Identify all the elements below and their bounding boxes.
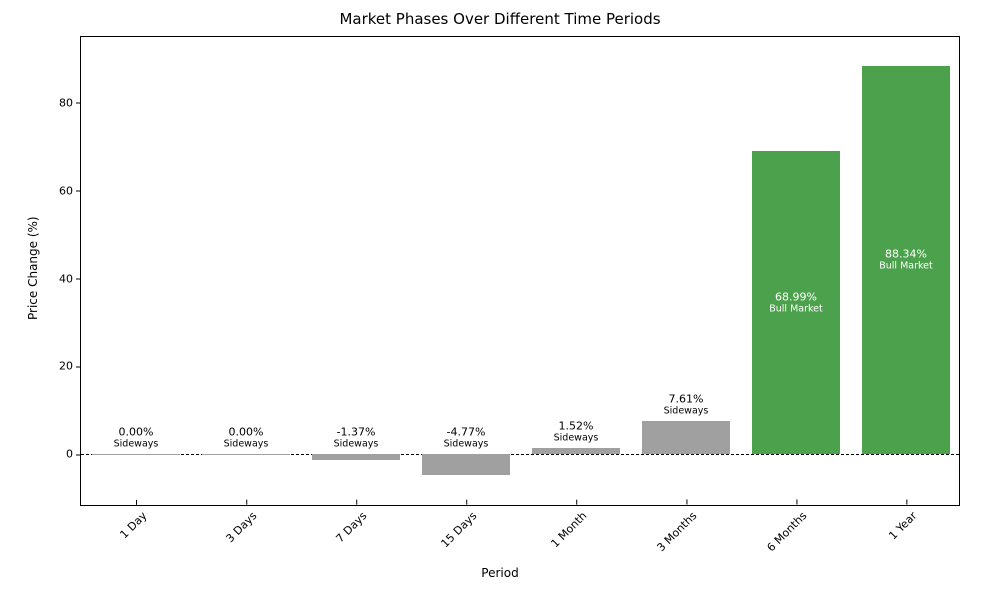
bar [422, 454, 510, 475]
bar-value-text: 88.34% [844, 248, 967, 261]
bar-annotation: 7.61%Sideways [624, 392, 747, 417]
bar-phase-text: Sideways [624, 405, 747, 416]
bar-annotation: -1.37%Sideways [294, 426, 417, 451]
bar-phase-text: Sideways [184, 439, 307, 450]
x-tick: 1 Month [544, 505, 589, 550]
bar-annotation: 0.00%Sideways [74, 426, 197, 451]
bar-phase-text: Sideways [74, 439, 197, 450]
y-axis-label: Price Change (%) [26, 216, 40, 320]
bar-annotation: 68.99%Bull Market [734, 290, 857, 315]
bar-phase-text: Bull Market [734, 304, 857, 315]
bar-annotation: 0.00%Sideways [184, 426, 307, 451]
y-tick: 60 [59, 184, 81, 197]
bar-annotation: 1.52%Sideways [514, 419, 637, 444]
bar-phase-text: Sideways [514, 432, 637, 443]
y-tick: 20 [59, 360, 81, 373]
bar [202, 454, 290, 455]
y-tick: 40 [59, 272, 81, 285]
bar [532, 448, 620, 455]
bar-phase-text: Sideways [294, 439, 417, 450]
x-tick: 3 Days [219, 505, 259, 545]
bar [642, 421, 730, 454]
axes-area: 0204060800.00%Sideways1 Day0.00%Sideways… [80, 36, 960, 506]
x-axis-label: Period [0, 566, 1000, 580]
bar-value-text: 1.52% [514, 419, 637, 432]
bar-phase-text: Sideways [404, 439, 527, 450]
bar-annotation: -4.77%Sideways [404, 426, 527, 451]
bar-annotation: 88.34%Bull Market [844, 248, 967, 273]
chart-title: Market Phases Over Different Time Period… [0, 10, 1000, 28]
bar-value-text: 0.00% [74, 426, 197, 439]
x-tick: 1 Year [882, 505, 919, 542]
y-tick: 80 [59, 96, 81, 109]
bar-value-text: -4.77% [404, 426, 527, 439]
bar: 68.99%Bull Market [752, 151, 840, 454]
x-tick: 6 Months [760, 505, 809, 554]
bar-phase-text: Bull Market [844, 261, 967, 272]
x-tick: 3 Months [650, 505, 699, 554]
x-tick: 7 Days [329, 505, 369, 545]
bar: 88.34%Bull Market [862, 66, 950, 454]
bar-value-text: 0.00% [184, 426, 307, 439]
bar-value-text: -1.37% [294, 426, 417, 439]
bar-value-text: 68.99% [734, 290, 857, 303]
x-tick: 1 Day [113, 505, 149, 541]
bar-value-text: 7.61% [624, 392, 747, 405]
x-tick: 15 Days [434, 505, 479, 550]
bar [92, 454, 180, 455]
figure: Market Phases Over Different Time Period… [0, 0, 1000, 600]
bar [312, 454, 400, 460]
